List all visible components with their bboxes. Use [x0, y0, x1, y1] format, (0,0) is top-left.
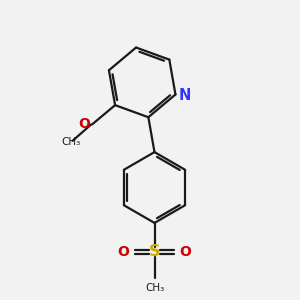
Text: O: O [79, 118, 91, 131]
Text: S: S [149, 244, 160, 260]
Text: O: O [117, 245, 129, 259]
Text: CH₃: CH₃ [61, 137, 80, 147]
Text: CH₃: CH₃ [145, 283, 164, 292]
Text: O: O [180, 245, 192, 259]
Text: N: N [178, 88, 191, 103]
